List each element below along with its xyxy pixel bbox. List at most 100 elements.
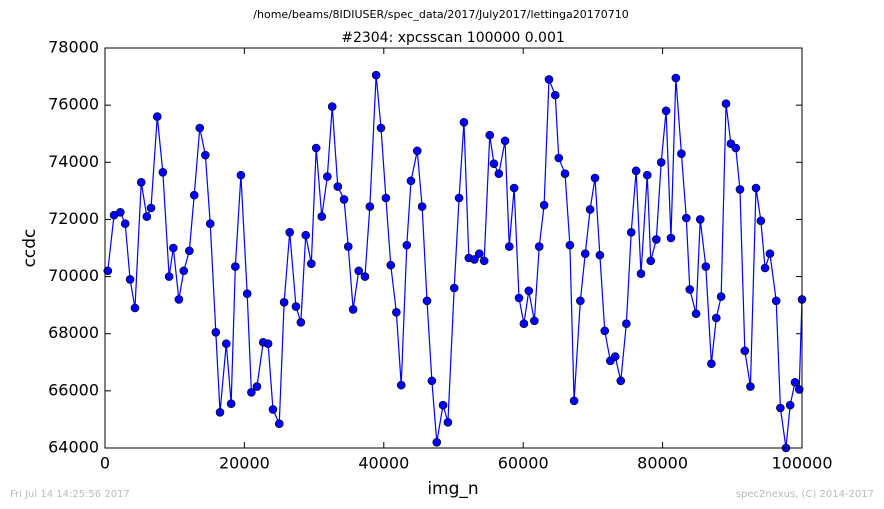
x-tick-label: 100000 bbox=[771, 454, 832, 473]
data-point bbox=[174, 295, 184, 304]
data-point bbox=[459, 117, 469, 127]
y-tick-label: 72000 bbox=[48, 209, 99, 228]
data-point bbox=[185, 246, 194, 256]
data-point bbox=[524, 286, 534, 296]
data-point bbox=[622, 319, 631, 329]
data-point bbox=[422, 296, 432, 306]
data-point bbox=[242, 289, 252, 299]
data-point bbox=[671, 73, 681, 83]
data-point bbox=[631, 166, 641, 176]
data-point bbox=[169, 243, 178, 253]
data-point bbox=[142, 212, 152, 221]
y-tick-label: 66000 bbox=[48, 380, 99, 399]
data-point bbox=[158, 167, 168, 177]
data-point bbox=[646, 256, 656, 266]
data-point bbox=[279, 297, 289, 307]
data-point bbox=[327, 102, 337, 111]
data-point bbox=[485, 130, 495, 140]
plot-frame bbox=[104, 47, 803, 449]
data-point bbox=[402, 240, 412, 250]
data-point bbox=[231, 262, 240, 271]
data-point bbox=[360, 272, 370, 281]
data-point bbox=[152, 112, 162, 121]
data-point bbox=[489, 159, 499, 169]
data-point bbox=[585, 205, 595, 214]
data-point bbox=[146, 203, 156, 213]
data-point bbox=[776, 403, 785, 413]
data-point bbox=[691, 309, 701, 319]
data-point bbox=[576, 296, 585, 306]
data-point bbox=[677, 149, 686, 159]
data-point bbox=[560, 169, 570, 179]
data-point bbox=[685, 285, 695, 294]
data-point bbox=[751, 183, 761, 193]
data-point bbox=[215, 407, 225, 417]
data-point bbox=[771, 296, 781, 306]
data-point bbox=[760, 263, 770, 273]
data-point bbox=[565, 240, 575, 250]
data-point bbox=[454, 193, 464, 203]
data-point bbox=[666, 233, 676, 243]
x-tick-label: 20000 bbox=[219, 454, 270, 473]
data-point bbox=[550, 90, 560, 100]
data-line bbox=[107, 75, 803, 449]
data-point bbox=[504, 242, 514, 251]
data-point bbox=[519, 319, 529, 329]
data-point bbox=[642, 170, 652, 180]
data-point bbox=[427, 376, 437, 386]
data-point bbox=[530, 316, 539, 326]
data-point bbox=[392, 307, 401, 317]
data-point bbox=[765, 249, 775, 259]
data-point bbox=[494, 169, 504, 179]
data-point bbox=[695, 215, 705, 224]
y-tick-label: 74000 bbox=[48, 152, 99, 171]
data-point bbox=[307, 259, 316, 269]
data-point bbox=[500, 136, 510, 146]
data-point bbox=[600, 326, 610, 336]
data-point bbox=[371, 70, 381, 80]
data-point bbox=[263, 339, 273, 349]
data-point bbox=[636, 269, 646, 279]
data-point bbox=[195, 123, 205, 133]
data-point bbox=[365, 202, 375, 211]
data-point bbox=[681, 213, 691, 223]
data-point bbox=[381, 193, 391, 203]
data-point bbox=[130, 303, 140, 313]
data-point bbox=[470, 255, 479, 264]
data-point bbox=[626, 227, 636, 237]
timestamp: Fri Jul 14 14:25:56 2017 bbox=[10, 489, 130, 500]
x-axis-label: img_n bbox=[427, 479, 478, 499]
data-point bbox=[746, 382, 755, 391]
data-point bbox=[656, 157, 666, 167]
data-point bbox=[595, 250, 605, 260]
data-point bbox=[569, 396, 579, 406]
data-point bbox=[179, 266, 189, 276]
data-point bbox=[164, 272, 174, 281]
x-tick-label: 40000 bbox=[358, 454, 409, 473]
data-point bbox=[721, 99, 731, 109]
data-point bbox=[406, 176, 416, 186]
data-point bbox=[205, 219, 215, 229]
data-point bbox=[756, 216, 766, 226]
y-tick-label: 64000 bbox=[48, 438, 99, 457]
data-point bbox=[716, 292, 726, 301]
data-point bbox=[443, 417, 453, 427]
y-tick-label: 76000 bbox=[48, 95, 99, 114]
data-point bbox=[201, 150, 210, 160]
data-point bbox=[735, 185, 745, 194]
x-tick-label: 80000 bbox=[637, 454, 688, 473]
data-point bbox=[103, 266, 113, 276]
data-point bbox=[317, 212, 327, 221]
data-point bbox=[221, 339, 231, 349]
data-point bbox=[701, 262, 711, 271]
data-point bbox=[610, 352, 620, 361]
data-point bbox=[125, 275, 135, 284]
data-point bbox=[449, 283, 459, 293]
data-point bbox=[740, 346, 750, 356]
data-point bbox=[348, 305, 358, 314]
data-point bbox=[339, 195, 349, 204]
data-point bbox=[412, 146, 422, 156]
data-point bbox=[226, 399, 236, 409]
data-point bbox=[474, 249, 484, 259]
